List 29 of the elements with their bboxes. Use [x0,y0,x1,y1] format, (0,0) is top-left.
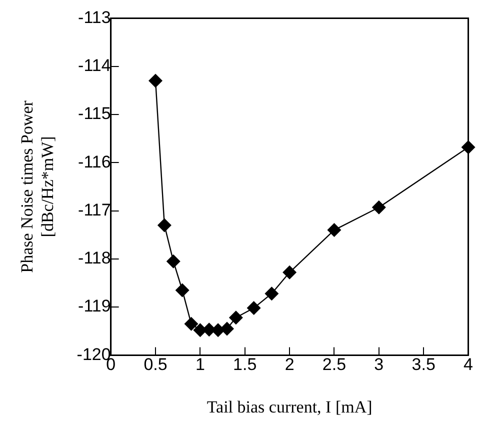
x-tick-label: 1 [195,355,205,374]
x-tick-label: 1.5 [233,355,257,374]
point [282,265,297,280]
y-axis-title: Phase Noise times Power [dBc/Hz*mW] [18,100,58,273]
y-tick-label: -118 [78,248,111,268]
point [264,286,279,301]
point [148,74,163,88]
point [372,200,386,214]
x-tick-label: 0.5 [144,355,168,374]
y-tick-label: -113 [78,8,111,27]
y-tick-label: -117 [78,200,111,220]
point [184,316,198,331]
y-tick-label: -115 [78,104,111,124]
x-axis-title: Tail bias current, I [mA] [206,397,372,416]
point [175,283,190,298]
point [246,301,261,316]
point [166,254,180,268]
x-tick-label: 4 [464,355,474,374]
point [157,218,172,232]
x-tick-label: 3.5 [412,355,436,374]
x-tick-label: 2.5 [322,355,346,374]
point [327,223,342,238]
x-tick-label: 2 [284,355,294,374]
y-tick-label: -119 [78,296,111,316]
y-tick-label: -114 [78,56,111,76]
point [228,310,243,325]
point [220,322,234,336]
y-tick-label: -116 [78,152,111,172]
x-tick-label: 3 [374,355,384,374]
